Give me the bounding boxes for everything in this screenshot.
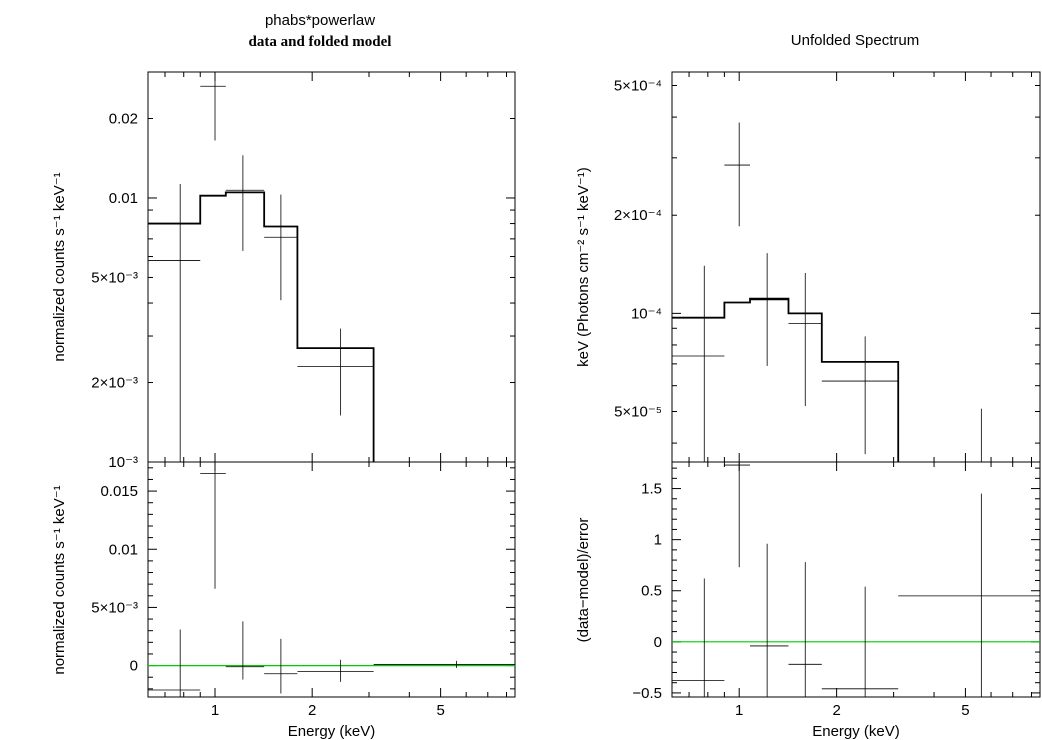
left-bottom-panel: 1 2 5 Energy (keV) 0.015 0.01 5×10⁻³ 0 normalize… — [51, 461, 516, 740]
right-bottom-data-point — [724, 462, 751, 568]
right-top-ytick-label: 2×10⁻⁴ — [614, 207, 662, 224]
left-top-ytick-label: 5×10⁻³ — [91, 269, 138, 286]
left-bottom-data-point — [200, 462, 226, 589]
left-top-data-point — [264, 194, 298, 301]
right-bottom-xtick-label: 5 — [961, 702, 969, 719]
left-bottom-ytick-label: 5×10⁻³ — [91, 599, 138, 616]
left-top-ytick-label: 0.02 — [109, 110, 138, 127]
left-top-model-line — [148, 191, 375, 462]
left-bottom-data-point — [373, 660, 515, 668]
right-top-model-line — [672, 297, 900, 462]
right-bottom-xtick-label: 1 — [735, 702, 743, 719]
right-bottom-ytick-label: −0.5 — [632, 685, 662, 702]
left-title-model: phabs*powerlaw — [265, 12, 375, 29]
right-title: Unfolded Spectrum — [791, 32, 919, 49]
left-top-data-point — [225, 155, 265, 251]
right-bottom-panel: 1 2 5 Energy (keV) 1.5 1 0.5 0 −0.5 (data−model)/… — [575, 461, 1041, 740]
left-bottom-data-point — [148, 629, 201, 697]
left-top-ytick-label: 10⁻³ — [108, 454, 138, 471]
left-top-data-point — [200, 72, 226, 141]
right-bottom-data-point — [898, 493, 1040, 697]
left-bottom-data-point — [297, 659, 374, 682]
left-top-ytick-label: 0.01 — [109, 190, 138, 207]
right-top-ytick-label: 5×10⁻⁴ — [614, 77, 662, 94]
right-top-ytick-label: 5×10⁻⁵ — [614, 404, 662, 421]
left-bottom-xlabel: Energy (keV) — [288, 723, 376, 740]
right-top-data-point — [724, 122, 751, 227]
right-bottom-data-point — [672, 578, 725, 697]
left-bottom-frame — [147, 461, 516, 698]
left-bottom-ytick-label: 0 — [130, 658, 138, 675]
left-top-frame — [147, 71, 516, 463]
left-top-data-point — [148, 183, 201, 462]
right-bottom-xlabel: Energy (keV) — [812, 723, 900, 740]
left-top-ytick-label: 2×10⁻³ — [91, 375, 138, 392]
right-top-data-point — [821, 336, 899, 455]
right-top-frame — [671, 71, 1041, 463]
left-bottom-xtick-label: 1 — [211, 702, 219, 719]
left-bottom-data-point — [264, 638, 298, 694]
left-bottom-data-point — [225, 621, 265, 680]
right-bottom-data-point — [788, 562, 822, 697]
right-top-data-point — [788, 272, 822, 406]
left-bottom-ytick-label: 0.01 — [109, 541, 138, 558]
right-top-panel: 5×10⁻⁴ 2×10⁻⁴ 10⁻⁴ 5×10⁻⁵ keV (Photons cm⁻² … — [575, 71, 1041, 463]
left-top-data-point — [297, 328, 374, 416]
right-bottom-frame — [671, 461, 1041, 698]
right-bottom-data-point — [750, 543, 789, 697]
right-bottom-ytick-label: 1.5 — [641, 481, 662, 498]
right-top-data-point — [750, 253, 789, 366]
right-bottom-ytick-label: 1 — [654, 532, 662, 549]
left-top-panel: 0.02 0.01 5×10⁻³ 2×10⁻³ 10⁻³ normalized count… — [51, 71, 516, 471]
left-bottom-xtick-label: 2 — [308, 702, 316, 719]
right-bottom-ytick-label: 0 — [654, 634, 662, 651]
left-title-subtitle: data and folded model — [249, 34, 392, 50]
left-bottom-ylabel: normalized counts s⁻¹ keV⁻¹ — [51, 485, 68, 674]
right-bottom-ylabel: (data−model)/error — [575, 518, 592, 643]
left-bottom-ytick-label: 0.015 — [100, 483, 138, 500]
right-bottom-data-point — [821, 586, 899, 697]
right-top-ylabel: keV (Photons cm⁻² s⁻¹ keV⁻¹) — [575, 167, 592, 367]
left-top-ylabel: normalized counts s⁻¹ keV⁻¹ — [51, 172, 68, 361]
right-bottom-ytick-label: 0.5 — [641, 583, 662, 600]
right-top-data-point — [672, 265, 725, 462]
right-bottom-xtick-label: 2 — [832, 702, 840, 719]
left-bottom-xtick-label: 5 — [436, 702, 444, 719]
right-top-ytick-label: 10⁻⁴ — [631, 305, 662, 322]
